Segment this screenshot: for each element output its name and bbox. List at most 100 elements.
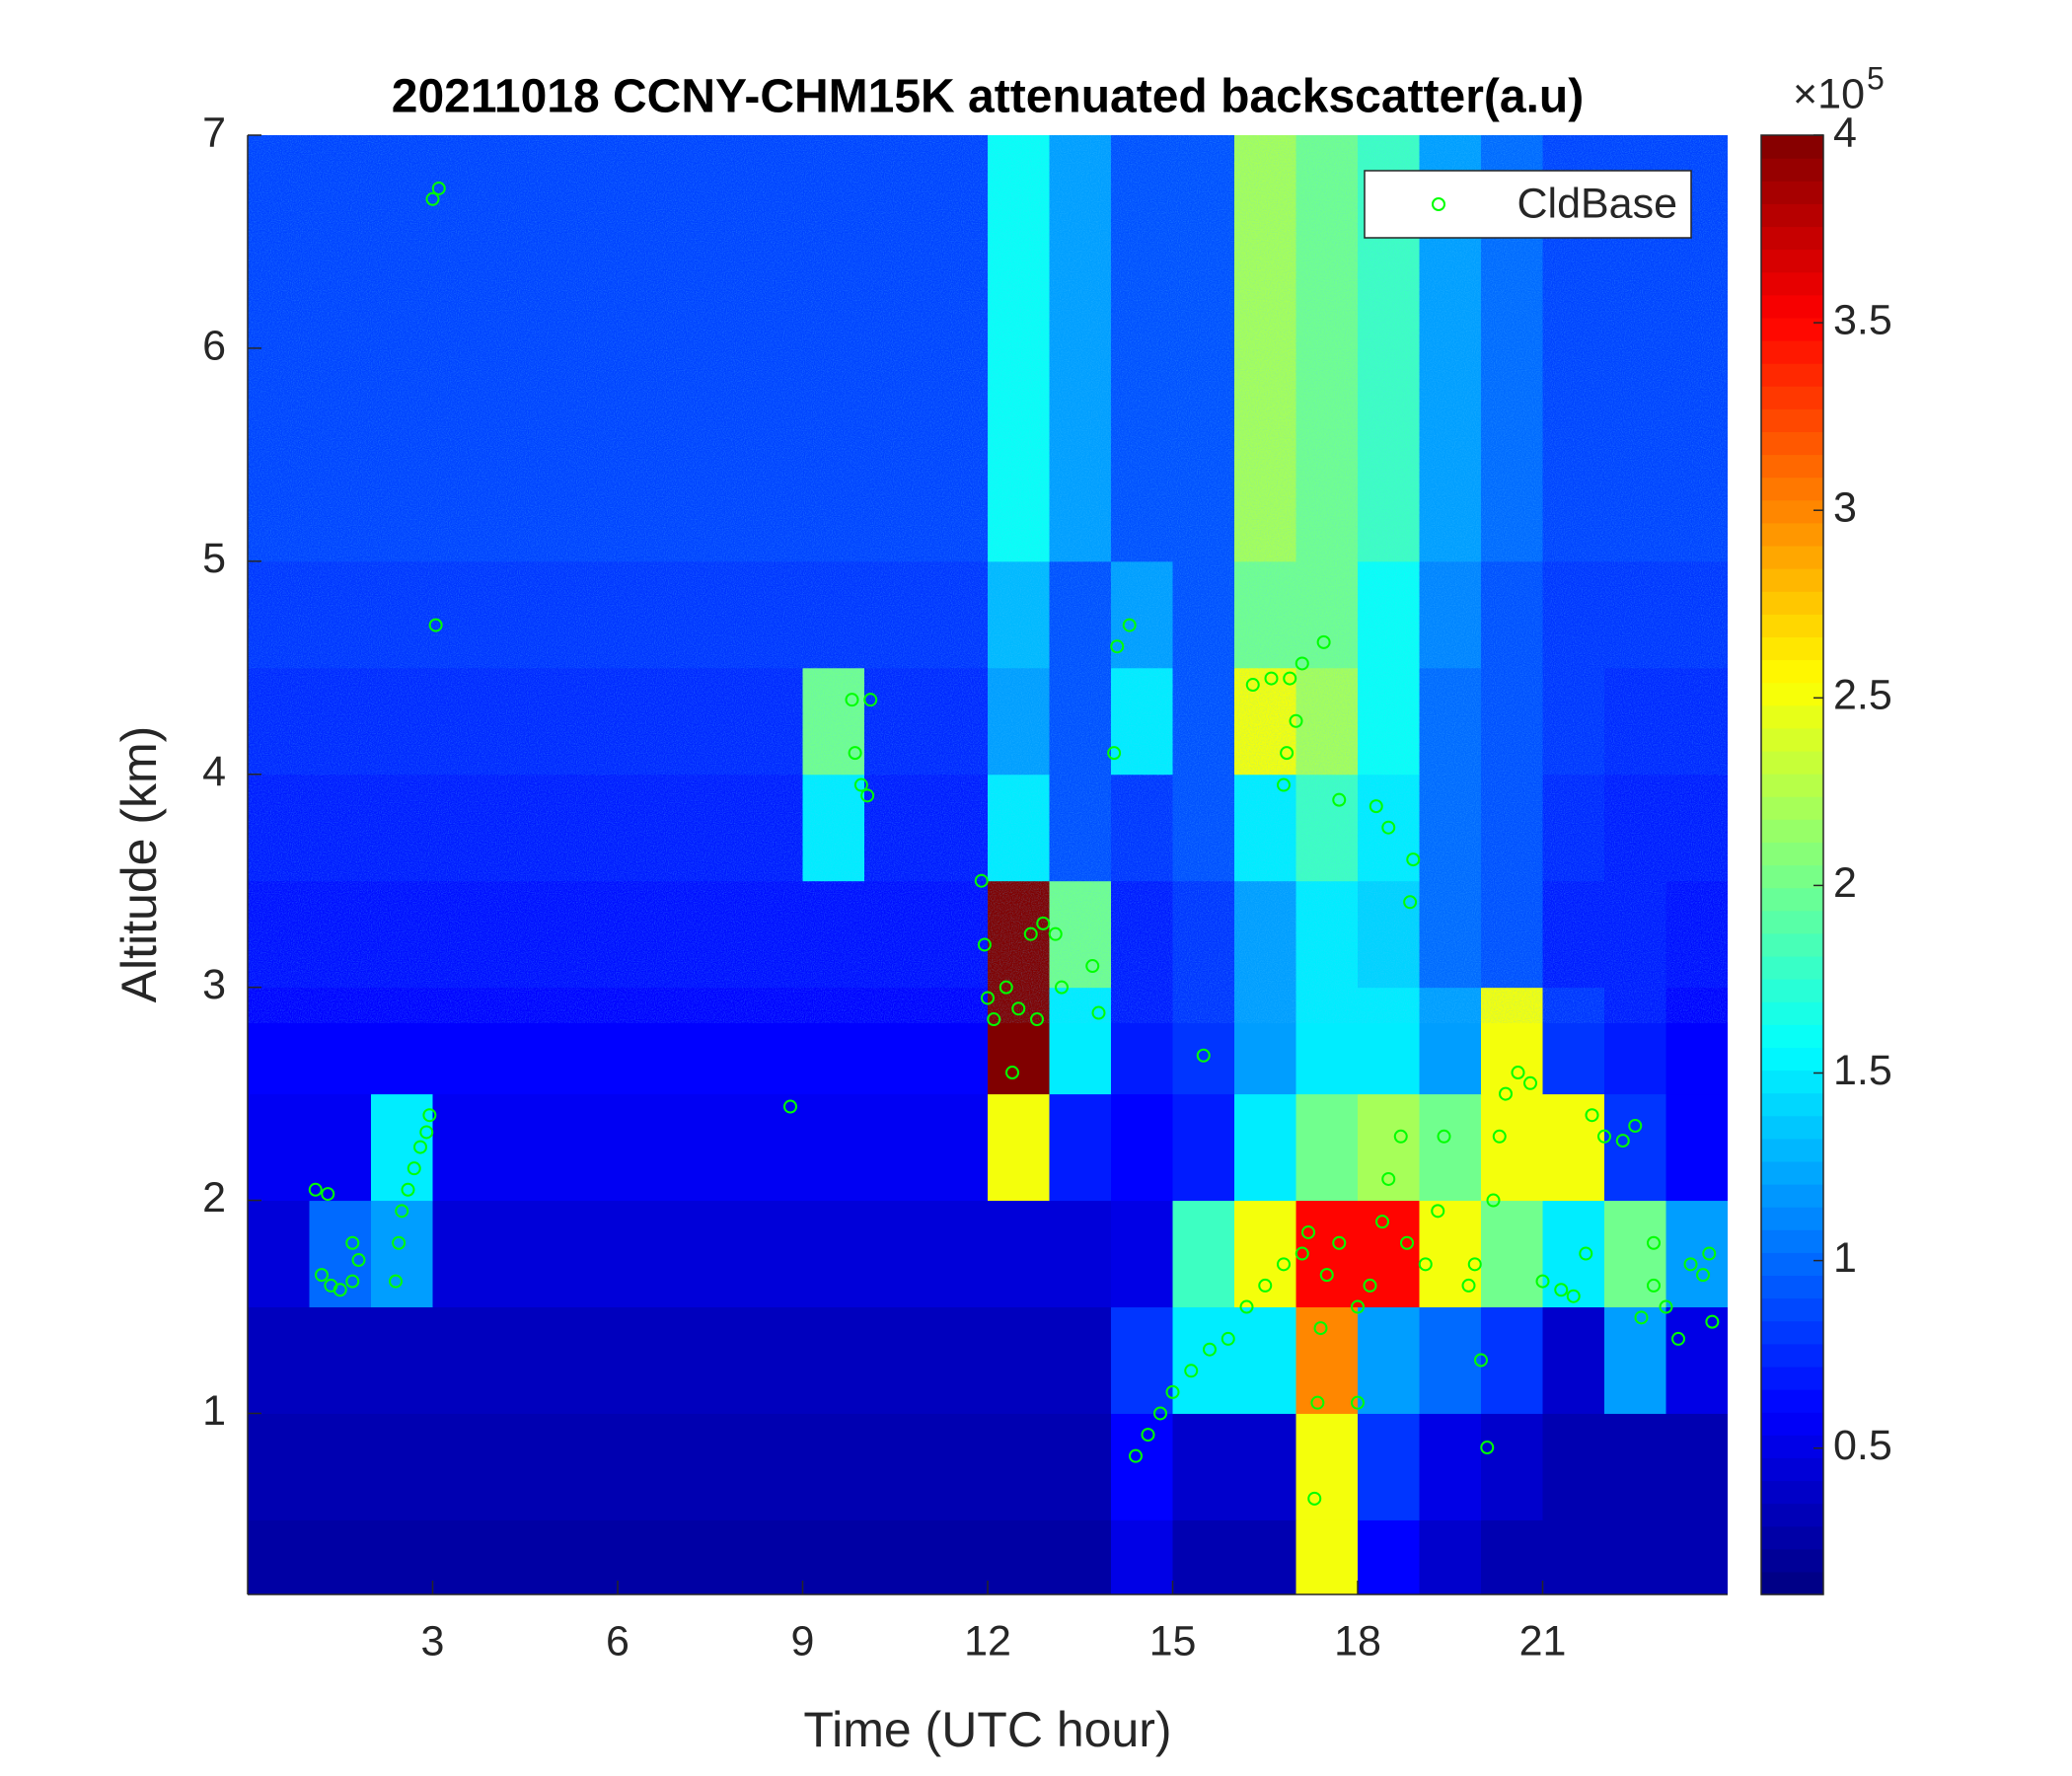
heat-cell <box>925 1413 989 1520</box>
cloud-base-point <box>1289 713 1303 728</box>
cloud-base-point <box>419 1125 434 1140</box>
cloud-base-point <box>1153 1406 1167 1421</box>
heat-cell <box>494 1093 556 1202</box>
heat-cell <box>309 1413 372 1520</box>
colorbar-swatch <box>1761 339 1823 364</box>
heat-cell <box>1542 1200 1605 1308</box>
heat-cell <box>988 1413 1050 1520</box>
heat-cell <box>802 1093 865 1202</box>
cloud-base-point <box>1369 799 1383 814</box>
y-tick-label: 4 <box>202 748 226 795</box>
heat-cell <box>864 1519 926 1594</box>
cloud-base-point <box>974 873 989 888</box>
cloud-base-point <box>1486 1193 1501 1208</box>
cloud-base-point <box>1245 678 1260 693</box>
cloud-base-point <box>845 693 859 707</box>
colorbar-tick-label: 4 <box>1833 109 1857 156</box>
heat-cell <box>432 1093 495 1202</box>
x-tick-label: 15 <box>1149 1617 1197 1665</box>
heat-cell <box>618 1306 680 1414</box>
cloud-base-point <box>977 937 992 952</box>
cloud-base-point <box>1615 1134 1630 1148</box>
heat-cell <box>1234 1200 1296 1308</box>
colorbar-swatch <box>1761 477 1823 501</box>
heat-cell <box>1481 1519 1543 1594</box>
y-tick-label: 3 <box>202 961 226 1008</box>
heat-cell <box>1481 1200 1543 1308</box>
cloud-base-point <box>1474 1353 1488 1368</box>
heat-cell <box>802 1200 865 1308</box>
heat-cell <box>1172 1519 1235 1594</box>
colorbar-swatch <box>1761 1297 1823 1322</box>
cloud-base-point <box>1011 1001 1026 1016</box>
colorbar-swatch <box>1761 614 1823 638</box>
heat-cell <box>1665 1413 1728 1520</box>
colorbar-swatch <box>1761 842 1823 866</box>
cloud-base-point <box>1264 671 1279 686</box>
cloud-base-point <box>1141 1428 1155 1443</box>
colorbar-swatch <box>1761 294 1823 319</box>
colorbar-swatch <box>1761 1480 1823 1505</box>
cloud-base-point <box>1381 1171 1396 1186</box>
cloud-base-point <box>1647 1278 1661 1293</box>
heat-cell <box>864 1093 926 1202</box>
colorbar-swatch <box>1761 591 1823 615</box>
heat-cell <box>309 1093 372 1202</box>
cloud-base-point <box>860 788 875 803</box>
cloud-base-point <box>1437 1129 1451 1144</box>
heat-cell <box>248 1519 310 1594</box>
heat-cell <box>1358 1200 1420 1308</box>
cloud-base-point <box>981 991 995 1005</box>
cloud-base-point <box>1310 1395 1325 1410</box>
heat-cell <box>988 1093 1050 1202</box>
heat-cell <box>1419 1519 1482 1594</box>
cloud-base-point <box>1295 656 1309 671</box>
heat-cell <box>1604 1519 1666 1594</box>
x-tick-label: 6 <box>606 1617 629 1665</box>
cloud-base-point <box>999 980 1013 995</box>
heat-cell <box>371 1519 433 1594</box>
cloud-base-point <box>1239 1299 1254 1314</box>
heat-cell <box>1419 1413 1482 1520</box>
heat-cell <box>864 1200 926 1308</box>
heat-cell <box>494 1306 556 1414</box>
cloud-base-point <box>1351 1299 1365 1314</box>
cloud-base-point <box>1023 926 1038 941</box>
heat-cell <box>1234 1413 1296 1520</box>
cloud-base-point <box>425 191 440 206</box>
cloud-base-point <box>1406 852 1421 867</box>
cloud-base-point <box>783 1099 797 1114</box>
heat-cell <box>618 1093 680 1202</box>
heat-cell <box>1111 1413 1173 1520</box>
cloud-base-point <box>1363 1278 1377 1293</box>
heat-cell <box>248 1200 310 1308</box>
colorbar-swatch <box>1761 910 1823 934</box>
colorbar-swatch <box>1761 1160 1823 1185</box>
heat-cell <box>1358 1093 1420 1202</box>
cloud-base-point <box>1566 1289 1581 1303</box>
colorbar-swatch <box>1761 1092 1823 1117</box>
colorbar-swatch <box>1761 704 1823 729</box>
y-tick-label: 6 <box>202 322 226 369</box>
cloud-base-point <box>1085 959 1100 974</box>
texture <box>248 135 1728 1023</box>
heat-cell <box>555 1413 619 1520</box>
colorbar-tick-label: 3.5 <box>1833 296 1892 343</box>
heat-cell <box>1295 1519 1359 1594</box>
cloud-base-point <box>1659 1299 1673 1314</box>
colorbar-swatch <box>1761 1503 1823 1527</box>
cloud-base-point <box>1283 671 1297 686</box>
colorbar-swatch <box>1761 1070 1823 1094</box>
heat-cell <box>1172 1093 1235 1202</box>
cloud-base-point <box>853 777 868 792</box>
heat-cell <box>1604 1306 1666 1414</box>
heat-cell <box>1049 1306 1112 1414</box>
heat-cell <box>1234 1519 1296 1594</box>
heat-cell <box>248 1306 310 1414</box>
colorbar-exponent-power: 5 <box>1867 60 1885 96</box>
heat-cell <box>432 1306 495 1414</box>
colorbar-swatch <box>1761 887 1823 912</box>
x-axis-label: Time (UTC hour) <box>803 1702 1171 1757</box>
cloud-base-point <box>1313 1321 1328 1336</box>
